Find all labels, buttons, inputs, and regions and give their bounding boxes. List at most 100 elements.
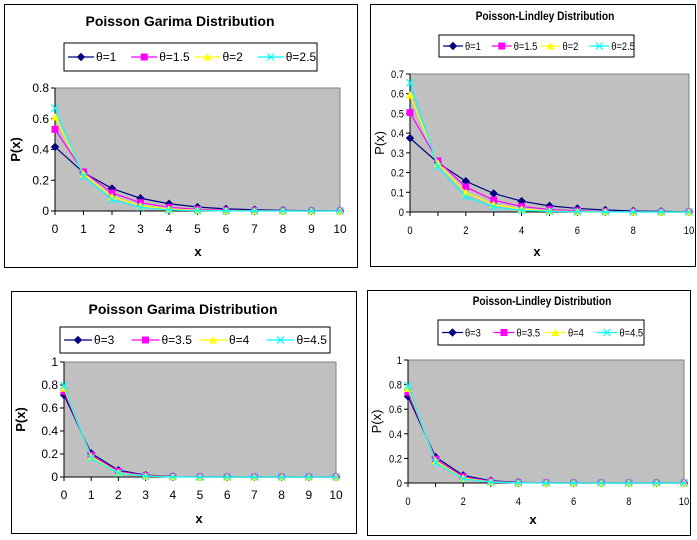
data-point-x — [223, 473, 232, 481]
chart-title: Poisson Garima Distribution — [88, 301, 277, 317]
data-point-triangle — [406, 91, 414, 99]
data-point-x — [250, 207, 259, 215]
marker-x-stroke — [332, 473, 340, 481]
data-point-x — [652, 479, 661, 487]
marker-x-stroke — [79, 172, 88, 181]
marker-x-stroke — [601, 208, 610, 216]
legend-label: θ=2 — [223, 50, 244, 64]
data-point-x — [657, 208, 666, 216]
marker-x-stroke — [603, 328, 611, 337]
y-tick-label: 0 — [42, 204, 49, 218]
data-point-x — [629, 208, 638, 216]
plot-area — [63, 361, 337, 478]
marker-x-stroke — [514, 478, 523, 487]
chart-title: Poisson Garima Distribution — [85, 13, 274, 29]
data-point-triangle — [51, 113, 59, 121]
legend-label: θ=2.5 — [286, 50, 317, 64]
data-point-x — [545, 207, 554, 216]
legend: θ=1 θ=1.5 θ=2 θ=2.5 — [438, 34, 635, 58]
data-point-diamond — [405, 133, 415, 143]
data-point-x — [279, 207, 287, 215]
y-tick-label: 0.4 — [391, 129, 404, 141]
data-point-x — [60, 381, 68, 390]
marker-x-stroke — [279, 207, 287, 215]
y-axis-label: P(x) — [369, 410, 384, 434]
chart-2: Poisson-Lindley Distribution 0 0.1 0.2 0.3 0.… — [372, 10, 694, 259]
marker-x-stroke — [60, 381, 68, 390]
y-tick-label: 1 — [51, 355, 58, 369]
data-point-x — [141, 472, 150, 481]
legend: θ=3 θ=3.5 θ=4 θ=4.5 — [437, 319, 645, 346]
data-point-x — [168, 472, 177, 481]
data-point-x — [569, 479, 578, 487]
marker-x-stroke — [459, 474, 468, 483]
plot-area — [409, 73, 690, 213]
legend-label: θ=3 — [465, 328, 481, 340]
x-axis-label: x — [194, 244, 202, 259]
marker-x-stroke — [406, 78, 414, 87]
marker-x-stroke — [624, 479, 633, 487]
y-tick-label: 0.2 — [389, 454, 402, 466]
data-point-x — [542, 479, 550, 487]
x-tick-label: 0 — [405, 496, 410, 508]
data-point-x — [404, 381, 412, 390]
x-tick-label: 0 — [407, 225, 412, 237]
marker-x-stroke — [517, 206, 526, 215]
series-θ=2.5 — [406, 78, 693, 216]
legend-marker-triangle — [551, 328, 560, 336]
marker-x-stroke — [597, 479, 606, 487]
marker-x-stroke — [114, 469, 123, 478]
data-point-x — [196, 473, 204, 481]
data-point-triangle — [114, 468, 123, 477]
data-point-x — [250, 473, 259, 481]
legend-marker-diamond — [448, 41, 458, 51]
series-θ=4.5 — [404, 381, 688, 487]
x-tick-label: 2 — [109, 222, 116, 236]
x-tick-label: 4 — [516, 496, 521, 508]
data-point-square — [490, 196, 498, 204]
legend-label: θ=4 — [229, 333, 250, 347]
y-tick-label: 0.1 — [391, 188, 404, 200]
y-axis-label: P(x) — [372, 131, 387, 155]
y-tick-label: 0.8 — [389, 380, 402, 392]
data-point-x — [336, 207, 344, 215]
chart-3: Poisson Garima Distribution 0 0.2 0.4 0.6 0.8… — [13, 301, 343, 526]
series-θ=4.5 — [60, 381, 340, 481]
x-tick-label: 2 — [463, 225, 468, 237]
chart-title: Poisson-Lindley Distribution — [476, 10, 615, 23]
x-tick-label: 2 — [461, 496, 466, 508]
y-tick-label: 0.8 — [41, 378, 58, 392]
chart-title: Poisson-Lindley Distribution — [473, 295, 612, 308]
marker-x-stroke — [141, 472, 150, 481]
x-tick-label: 3 — [137, 222, 144, 236]
legend-label: θ=2 — [563, 41, 579, 53]
legend-item: θ=3 — [64, 333, 115, 347]
marker-x-stroke — [486, 478, 495, 487]
legend-label: θ=3 — [94, 333, 115, 347]
data-point-triangle — [165, 205, 173, 213]
data-point-x — [193, 206, 202, 215]
data-point-x — [517, 206, 526, 215]
legend-item: θ=4 — [545, 328, 584, 340]
legend-marker-square — [142, 336, 149, 344]
legend-marker-diamond — [76, 52, 86, 62]
x-tick-label: 4 — [166, 222, 173, 236]
y-tick-label: 0.4 — [41, 424, 58, 438]
y-tick-label: 0.6 — [32, 112, 49, 126]
y-tick-label: 0.2 — [391, 168, 404, 180]
x-tick-label: 8 — [626, 496, 631, 508]
data-point-x — [87, 454, 96, 463]
marker-x-stroke — [307, 207, 316, 215]
data-point-x — [277, 473, 286, 481]
legend-item: θ=1 — [68, 50, 117, 64]
data-point-x — [51, 104, 59, 113]
x-tick-label: 3 — [142, 488, 149, 502]
chart-1: Poisson Garima Distribution 0 0.2 0.4 0.6 0.8… — [8, 13, 347, 259]
legend-item: θ=4.5 — [596, 328, 643, 340]
legend-marker-x — [595, 42, 604, 50]
marker-x-stroke — [304, 473, 313, 481]
marker-x-stroke — [542, 479, 550, 487]
data-point-x — [514, 478, 523, 487]
x-tick-label: 6 — [575, 225, 580, 237]
